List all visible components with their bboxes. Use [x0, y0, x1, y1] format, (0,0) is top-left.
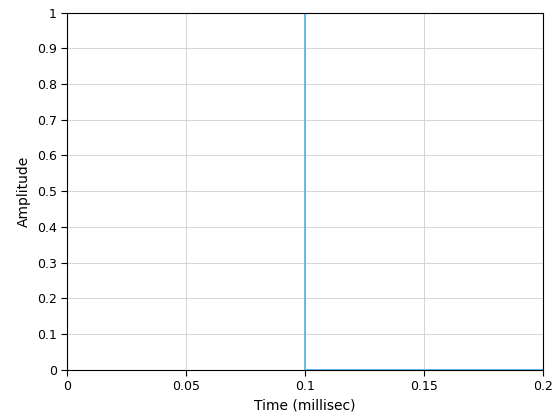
Y-axis label: Amplitude: Amplitude [17, 155, 31, 227]
X-axis label: Time (millisec): Time (millisec) [254, 399, 356, 412]
